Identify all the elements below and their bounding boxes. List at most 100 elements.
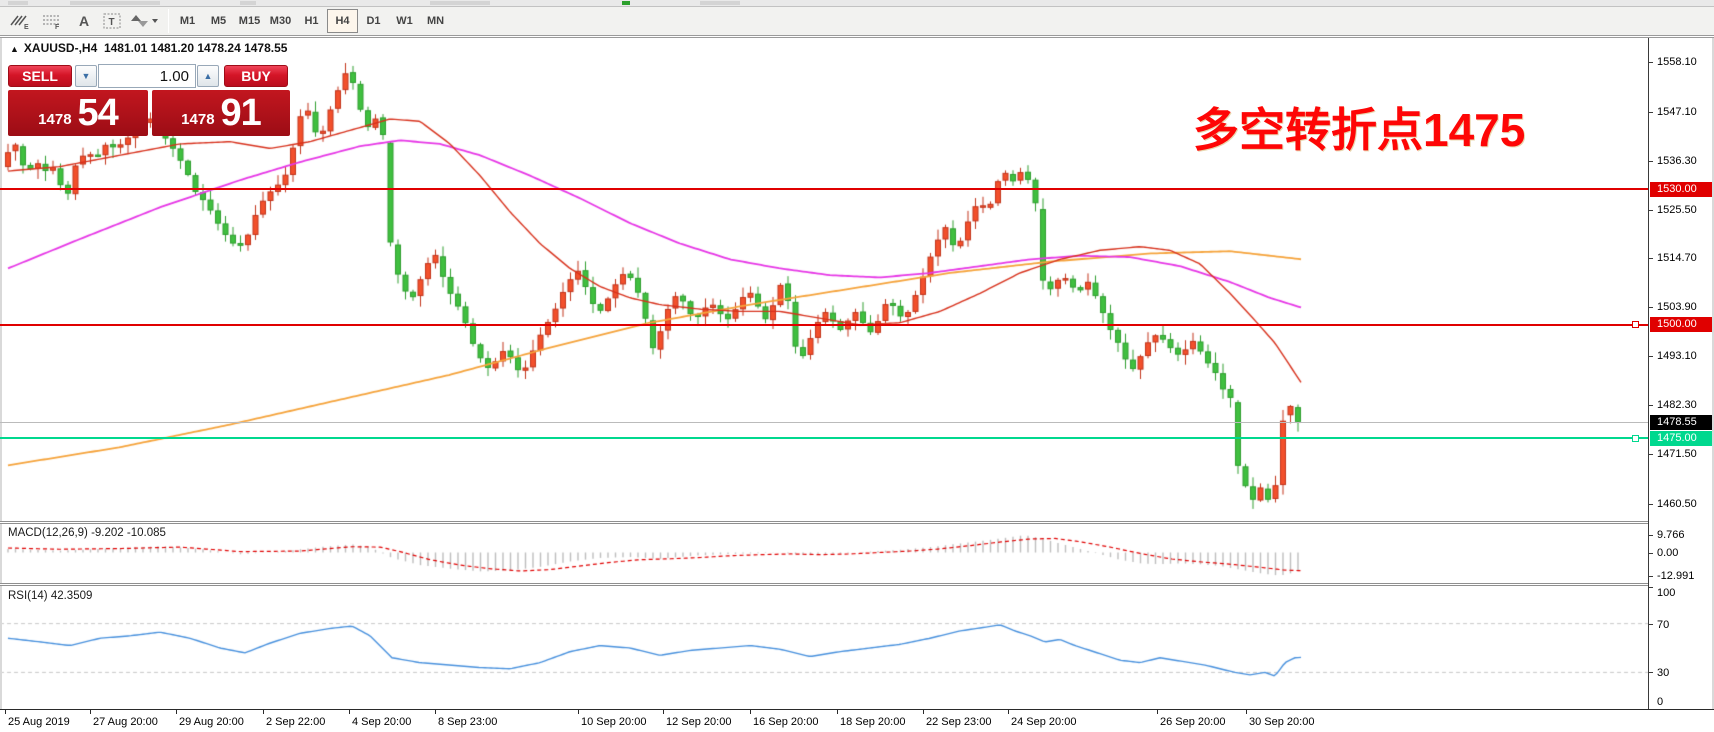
line-drag-handle[interactable] [1632, 434, 1639, 442]
timeframe-M1[interactable]: M1 [172, 9, 203, 33]
time-tick-label: 25 Aug 2019 [8, 716, 70, 728]
chart-title: ▲ XAUUSD-,H4 1481.01 1481.20 1478.24 1478… [10, 41, 287, 55]
rsi-tick-label: 0 [1657, 696, 1664, 708]
line-drag-handle[interactable] [1632, 321, 1639, 329]
svg-text:E: E [24, 24, 29, 30]
bid-price-minor: 54 [77, 91, 119, 134]
indicators-list-icon[interactable]: E [6, 9, 34, 33]
macd-tick [1649, 534, 1653, 536]
time-tick [578, 710, 579, 714]
price-tick [1649, 405, 1653, 407]
volume-increase-button[interactable]: ▲ [197, 65, 219, 87]
rsi-tick [1649, 672, 1653, 674]
price-tick [1649, 209, 1653, 211]
window-right-edge [1712, 38, 1714, 732]
time-tick-label: 26 Sep 20:00 [1160, 716, 1226, 728]
timeframe-M30[interactable]: M30 [265, 9, 296, 33]
arrows-object-icon[interactable] [126, 9, 164, 33]
time-tick-label: 4 Sep 20:00 [352, 716, 412, 728]
time-tick [435, 710, 436, 714]
time-axis[interactable]: 25 Aug 2019 27 Aug 20:00 29 Aug 20:00 2 Sep… [0, 709, 1714, 732]
time-tick [837, 710, 838, 714]
price-tick-label: 1514.70 [1657, 252, 1697, 265]
time-tick [263, 710, 264, 714]
time-tick [663, 710, 664, 714]
timeframe-D1[interactable]: D1 [358, 9, 389, 33]
price-tick-label: 1547.10 [1657, 105, 1697, 118]
ask-price-minor: 91 [220, 91, 262, 134]
price-tick [1649, 258, 1653, 260]
fibonacci-grid-icon[interactable]: F [38, 9, 66, 33]
toolbar-overflow-strip [0, 0, 1714, 7]
window-left-edge [0, 38, 2, 732]
time-tick [90, 710, 91, 714]
price-tick-label: 1536.30 [1657, 154, 1697, 167]
ask-price-major: 1478 [181, 110, 215, 128]
symbol-timeframe: XAUUSD-,H4 [23, 41, 98, 55]
price-tick [1649, 454, 1653, 455]
rsi-tick-label: 30 [1657, 667, 1670, 680]
time-tick-label: 16 Sep 20:00 [753, 716, 819, 728]
chart-annotation-text: 多空转折点1475 [1193, 104, 1526, 156]
price-axis[interactable]: 1558.10 1547.10 1536.30 1525.50 1514.70 1503.… [1648, 38, 1712, 710]
ohlc-readout: 1481.01 1481.20 1478.24 1478.55 [103, 41, 288, 55]
price-level-line-1475.00[interactable] [0, 437, 1648, 440]
time-tick-label: 10 Sep 20:00 [581, 716, 647, 728]
time-tick [1008, 710, 1009, 714]
price-tick-label: 1482.30 [1657, 399, 1697, 412]
price-tick [1649, 62, 1653, 63]
time-tick-label: 24 Sep 20:00 [1011, 716, 1077, 728]
macd-indicator-label: MACD(12,26,9) -9.202 -10.085 [8, 527, 166, 539]
timeframe-MN[interactable]: MN [420, 9, 451, 33]
ask-price-tile[interactable]: 1478 91 [152, 90, 290, 136]
time-tick [349, 710, 350, 714]
time-tick-label: 27 Aug 20:00 [93, 716, 158, 728]
price-tick-label: 1558.10 [1657, 56, 1697, 68]
price-level-line-1478.55[interactable] [0, 421, 1648, 423]
rsi-tick-label: 100 [1657, 587, 1676, 599]
axis-badge-1478.55: 1478.55 [1650, 414, 1712, 430]
buy-button[interactable]: BUY [224, 65, 288, 87]
macd-rsi-separator[interactable] [0, 583, 1648, 586]
price-level-line-1500.00[interactable] [0, 323, 1648, 326]
time-tick [5, 710, 6, 714]
time-tick-label: 29 Aug 20:00 [179, 716, 244, 728]
sell-button[interactable]: SELL [8, 65, 72, 87]
price-tick-label: 1493.10 [1657, 350, 1697, 363]
volume-decrease-button[interactable]: ▼ [75, 65, 97, 87]
volume-input[interactable] [98, 64, 196, 88]
price-tick-label: 1503.90 [1657, 301, 1697, 314]
time-tick-label: 12 Sep 20:00 [666, 716, 732, 728]
price-tick [1649, 307, 1653, 309]
timeframe-H1[interactable]: H1 [296, 9, 327, 33]
chart-canvas [0, 38, 1648, 709]
time-tick [1157, 710, 1158, 714]
rsi-tick [1649, 587, 1653, 588]
axis-badge-1500.00: 1500.00 [1650, 317, 1712, 333]
price-tick-label: 1460.50 [1657, 497, 1697, 510]
collapse-panel-icon[interactable]: ▲ [10, 44, 19, 54]
macd-tick-label: -12.991 [1657, 569, 1695, 582]
timeframe-W1[interactable]: W1 [389, 9, 420, 33]
price-tick-label: 1525.50 [1657, 203, 1697, 216]
svg-text:T: T [109, 17, 115, 28]
macd-tick [1649, 575, 1653, 577]
rsi-tick [1649, 623, 1653, 625]
time-tick-label: 22 Sep 23:00 [926, 716, 992, 728]
price-level-line-1530.00[interactable] [0, 188, 1648, 191]
price-tick-label: 1471.50 [1657, 448, 1697, 460]
chart-toolbar: E F A T M1 M5 M15 M30 H1 H4 D1 W1 MN [0, 7, 1714, 36]
timeframe-M15[interactable]: M15 [234, 9, 265, 33]
timeframe-H4[interactable]: H4 [327, 9, 358, 33]
timeframe-M5[interactable]: M5 [203, 9, 234, 33]
chart-window[interactable]: ▲ XAUUSD-,H4 1481.01 1481.20 1478.24 1478… [0, 37, 1714, 732]
price-tick [1649, 503, 1653, 505]
price-tick [1649, 356, 1653, 358]
time-tick [923, 710, 924, 714]
text-label-icon[interactable]: A [78, 13, 90, 29]
text-box-icon[interactable]: T [98, 9, 126, 33]
bid-price-tile[interactable]: 1478 54 [8, 90, 148, 136]
time-tick-label: 8 Sep 23:00 [438, 716, 498, 728]
main-macd-separator[interactable] [0, 521, 1648, 524]
